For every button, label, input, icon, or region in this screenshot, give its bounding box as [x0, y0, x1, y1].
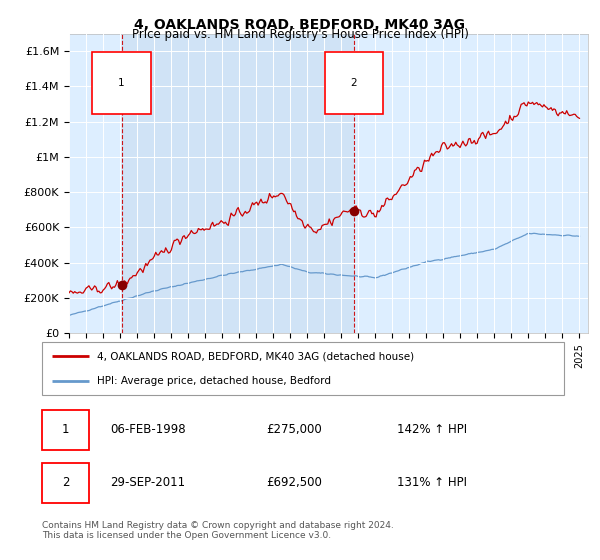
Text: 142% ↑ HPI: 142% ↑ HPI [397, 423, 467, 436]
Text: £692,500: £692,500 [266, 476, 322, 489]
Text: Price paid vs. HM Land Registry's House Price Index (HPI): Price paid vs. HM Land Registry's House … [131, 28, 469, 41]
Bar [122, 34, 354, 333]
FancyBboxPatch shape [42, 410, 89, 450]
FancyBboxPatch shape [42, 342, 564, 395]
Text: 4, OAKLANDS ROAD, BEDFORD, MK40 3AG: 4, OAKLANDS ROAD, BEDFORD, MK40 3AG [134, 18, 466, 32]
Text: 1: 1 [62, 423, 69, 436]
Text: 2: 2 [351, 78, 358, 88]
Text: Contains HM Land Registry data © Crown copyright and database right 2024.
This d: Contains HM Land Registry data © Crown c… [42, 521, 394, 540]
FancyBboxPatch shape [42, 463, 89, 503]
Text: 1: 1 [118, 78, 125, 88]
Text: 06-FEB-1998: 06-FEB-1998 [110, 423, 185, 436]
Text: 29-SEP-2011: 29-SEP-2011 [110, 476, 185, 489]
Text: 4, OAKLANDS ROAD, BEDFORD, MK40 3AG (detached house): 4, OAKLANDS ROAD, BEDFORD, MK40 3AG (det… [97, 352, 414, 362]
Text: £275,000: £275,000 [266, 423, 322, 436]
Text: HPI: Average price, detached house, Bedford: HPI: Average price, detached house, Bedf… [97, 376, 331, 386]
Text: 2: 2 [62, 476, 69, 489]
Text: 131% ↑ HPI: 131% ↑ HPI [397, 476, 467, 489]
